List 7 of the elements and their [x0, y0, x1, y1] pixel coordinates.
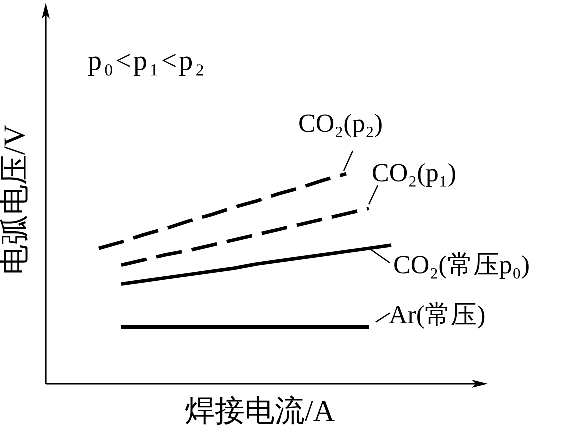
y-axis-title: 电弧电压/V — [0, 125, 32, 275]
series-label: CO₂(p₂) — [298, 109, 384, 138]
annotation: p₀<p₁<p₂ — [88, 46, 207, 77]
series-label: Ar(常压) — [389, 300, 486, 330]
series-label: CO₂(p₁) — [372, 158, 457, 188]
x-axis-title: 焊接电流/A — [185, 395, 335, 427]
series-label: CO₂(常压p₀) — [394, 250, 530, 280]
